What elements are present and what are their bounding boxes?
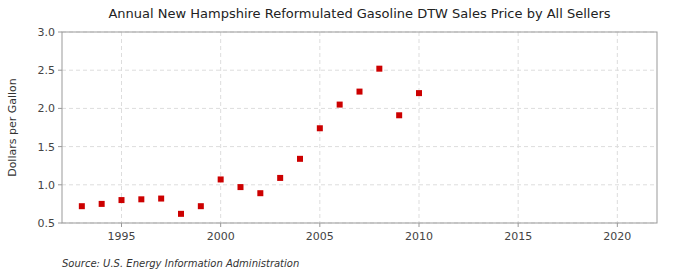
- y-axis-label: Dollars per Gallon: [6, 78, 19, 177]
- grid-line: [62, 108, 657, 109]
- tick-label: 2005: [306, 230, 334, 243]
- point: [99, 201, 105, 207]
- tick-label: 2.0: [38, 102, 56, 115]
- tick-label: 2020: [603, 230, 631, 243]
- grid-line: [62, 146, 657, 147]
- tick-label: 2.5: [38, 64, 56, 77]
- plot-area: [62, 32, 657, 223]
- tick-mark: [121, 223, 122, 227]
- tick-mark: [58, 146, 62, 147]
- point: [119, 197, 125, 203]
- grid-line: [62, 70, 657, 71]
- grid: [62, 32, 657, 223]
- tick-label: 2015: [504, 230, 532, 243]
- axes: 1995 2000 2005 2010 2015 2020 0.5 1.0 1.5 2.0 2.5 3…: [38, 26, 632, 243]
- grid-line: [121, 32, 122, 223]
- tick-label: 1995: [108, 230, 136, 243]
- point: [357, 89, 363, 95]
- tick-mark: [319, 223, 320, 227]
- tick-mark: [419, 223, 420, 227]
- tick-mark: [58, 108, 62, 109]
- grid-line: [62, 184, 657, 185]
- point: [238, 184, 244, 190]
- point: [416, 90, 422, 96]
- points: [79, 66, 422, 217]
- point: [178, 211, 184, 217]
- tick-mark: [518, 223, 519, 227]
- grid-line: [518, 32, 519, 223]
- tick-label: 2010: [405, 230, 433, 243]
- point: [198, 203, 204, 209]
- point: [317, 125, 323, 131]
- tick-label: 3.0: [38, 26, 56, 39]
- point: [396, 112, 402, 118]
- point: [158, 196, 164, 202]
- tick-mark: [58, 70, 62, 71]
- point: [79, 203, 85, 209]
- tick-mark: [58, 32, 62, 33]
- source-note: Source: U.S. Energy Information Administ…: [62, 258, 299, 269]
- tick-label: 2000: [207, 230, 235, 243]
- tick-mark: [58, 184, 62, 185]
- point: [277, 175, 283, 181]
- tick-mark: [58, 223, 62, 224]
- tick-label: 0.5: [38, 217, 56, 230]
- title: Annual New Hampshire Reformulated Gasoli…: [108, 6, 610, 21]
- point: [257, 190, 263, 196]
- chart: 1995 2000 2005 2010 2015 2020 0.5 1.0 1.5 2.0 2.5 3…: [0, 0, 675, 275]
- point: [337, 102, 343, 108]
- point: [138, 196, 144, 202]
- plot-frame: [62, 32, 657, 223]
- point: [218, 176, 224, 182]
- tick-mark: [617, 223, 618, 227]
- point: [376, 66, 382, 72]
- grid-line: [617, 32, 618, 223]
- grid-line: [220, 32, 221, 223]
- grid-line: [419, 32, 420, 223]
- tick-mark: [220, 223, 221, 227]
- tick-label: 1.5: [38, 141, 56, 154]
- tick-label: 1.0: [38, 179, 56, 192]
- point: [297, 156, 303, 162]
